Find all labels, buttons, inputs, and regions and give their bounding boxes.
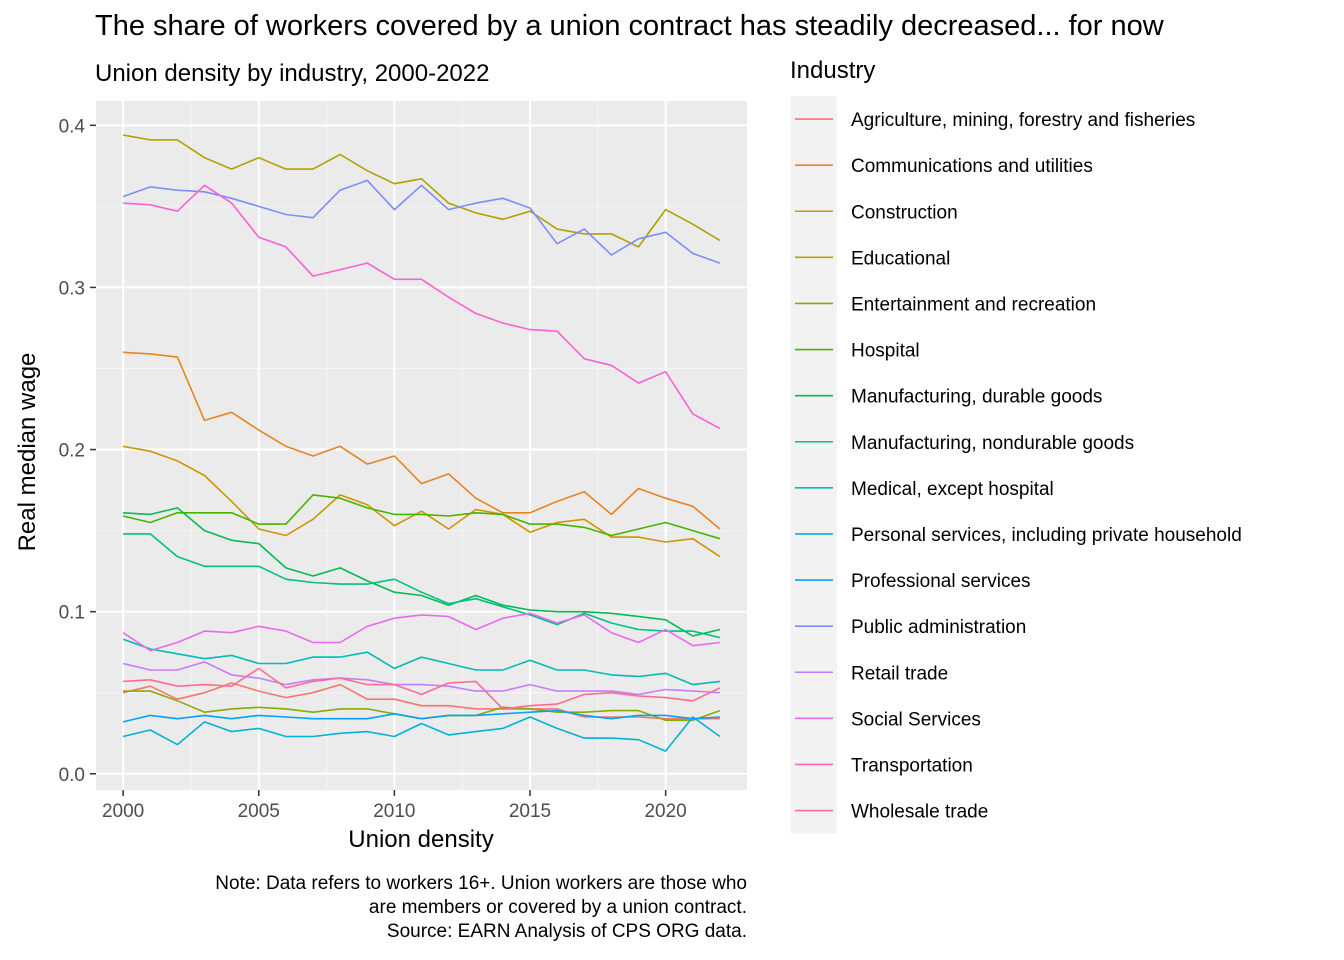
axes: 2000 2005 2010 2015 2020 0.0 0.1 0.2 0.3 0.4 [59,116,687,822]
legend-label: Professional services [851,571,1031,592]
series-line [122,709,720,723]
caption-line: Note: Data refers to workers 16+. Union … [215,873,747,894]
chart-caption: Note: Data refers to workers 16+. Union … [47,872,747,944]
y-tick-label: 0.3 [59,278,85,299]
legend-label: Manufacturing, nondurable goods [851,433,1134,454]
series-line [122,179,721,264]
legend-label: Medical, except hospital [851,479,1054,500]
legend-label: Educational [851,248,950,269]
plot-panel [96,101,747,790]
legend-key-background [791,96,837,834]
y-tick-label: 0.0 [59,765,85,786]
x-tick-label: 2000 [102,801,144,822]
x-axis-label: Union density [348,826,494,853]
series-line [122,661,720,696]
legend-label: Social Services [851,709,981,730]
series-line [122,638,720,686]
x-tick-label: 2005 [238,801,280,822]
caption-line: Source: EARN Analysis of CPS ORG data. [386,921,747,942]
series-line [123,533,721,639]
series-line [123,184,721,430]
x-tick-label: 2010 [373,801,415,822]
chart-title: The share of workers covered by a union … [95,10,1164,42]
series-lines [122,134,721,752]
y-tick-label: 0.2 [59,441,85,462]
legend-label: Public administration [851,617,1026,638]
legend-label: Manufacturing, durable goods [851,387,1102,408]
series-line [122,134,721,248]
series-line [123,351,721,530]
series-line [122,445,721,558]
legend-label: Wholesale trade [851,802,988,823]
legend-label: Entertainment and recreation [851,294,1096,315]
legend-label: Retail trade [851,663,948,684]
caption-line: are members or covered by a union contra… [368,897,747,918]
grid-lines [96,101,747,790]
x-tick-label: 2015 [509,801,551,822]
series-line [122,716,721,752]
legend-label: Agriculture, mining, forestry and fisher… [851,110,1195,131]
legend-label: Transportation [851,755,973,776]
series-line [122,494,721,540]
legend-label: Communications and utilities [851,156,1093,177]
series-line [123,667,721,710]
x-tick-label: 2020 [644,801,686,822]
chart-subtitle: Union density by industry, 2000-2022 [95,60,490,87]
legend-label: Personal services, including private hou… [851,525,1242,546]
legend-label: Construction [851,202,958,223]
legend-label: Hospital [851,341,920,362]
legend-title: Industry [790,57,876,84]
series-line [122,612,720,652]
y-tick-label: 0.4 [59,116,86,137]
y-tick-label: 0.1 [59,603,85,624]
legend: Agriculture, mining, forestry and fisher… [795,110,1242,823]
series-line [123,507,721,637]
